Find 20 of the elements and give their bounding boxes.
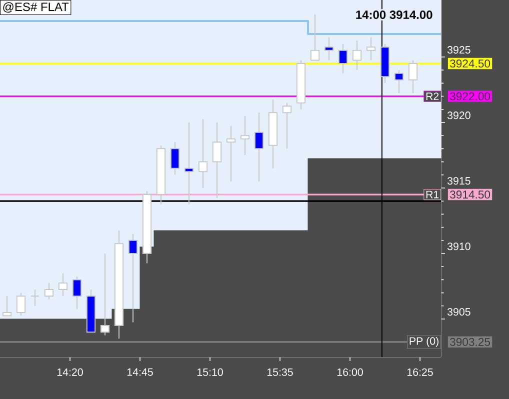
x-tick-label: 14:45 xyxy=(127,368,153,376)
y-tick-label: 3915 xyxy=(447,177,470,185)
chart-title: @ES# FLAT xyxy=(3,2,69,13)
ref-line-label: R2 xyxy=(426,92,439,100)
x-tick-label: 16:25 xyxy=(407,368,433,376)
x-tick-label: 15:35 xyxy=(267,368,293,376)
text: 3914.50 xyxy=(450,190,490,199)
text: 3924.50 xyxy=(450,60,490,68)
y-tick-label: 3910 xyxy=(447,242,470,250)
x-tick-label: 16:00 xyxy=(337,368,363,376)
text: 3903.25 xyxy=(450,338,490,346)
x-tick-label: 14:20 xyxy=(57,368,83,376)
ref-line-label: R1 xyxy=(426,190,439,198)
y-tick-label: 3925 xyxy=(447,46,470,54)
ref-line-label: PP (0) xyxy=(410,336,438,347)
text: 3922.00 xyxy=(450,92,490,100)
annotation: 14:00 3914.00 xyxy=(356,10,432,20)
x-tick-label: 15:10 xyxy=(197,368,223,376)
y-tick-label: 3920 xyxy=(447,112,470,120)
y-tick-label: 3905 xyxy=(447,308,470,316)
